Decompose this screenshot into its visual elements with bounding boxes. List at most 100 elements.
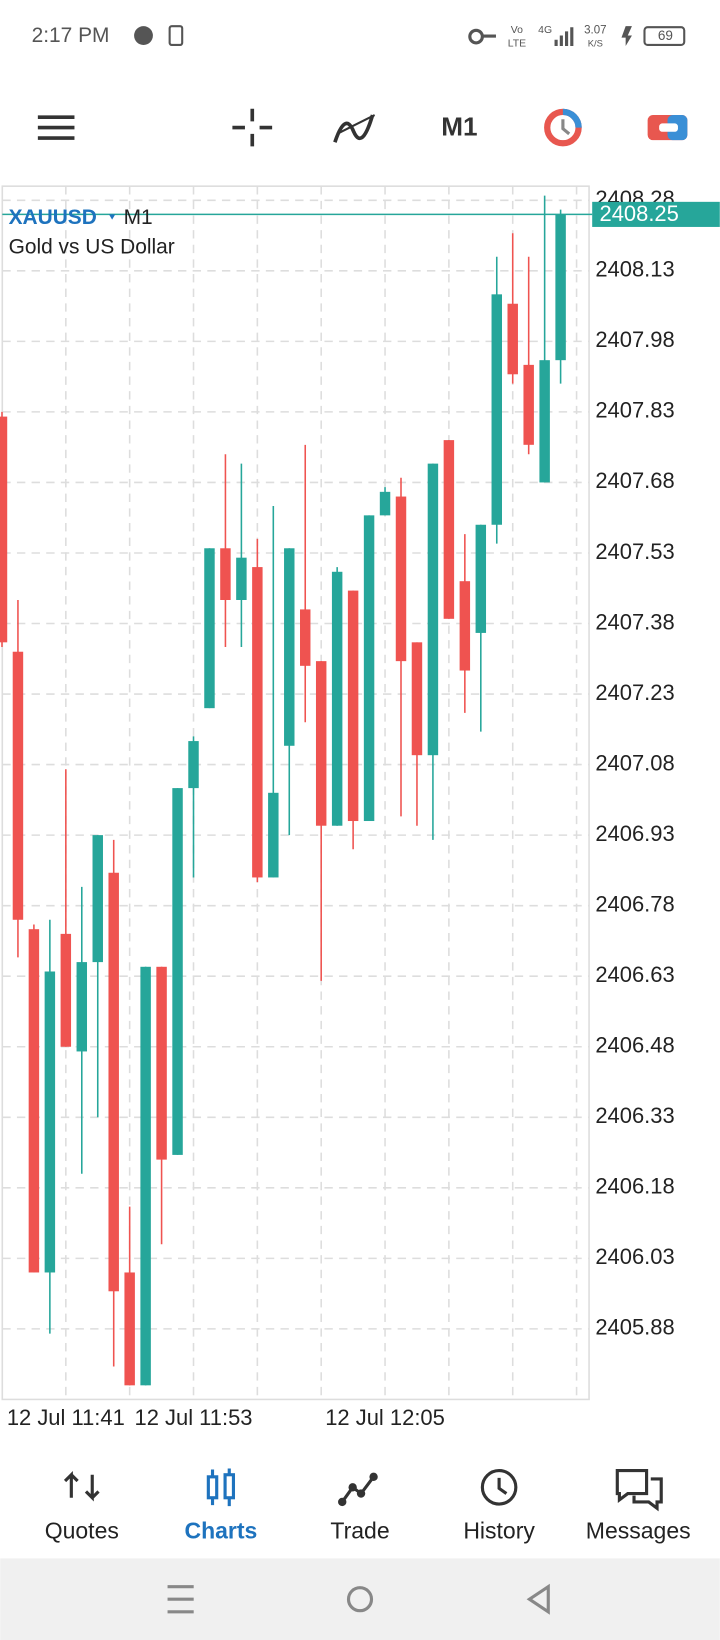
speed-text: K/S [588,37,603,48]
y-tick-label: 2405.88 [595,1315,674,1340]
messages-icon[interactable] [615,1468,663,1512]
toolbar: M1 [37,108,688,147]
history-icon[interactable] [480,1468,518,1506]
candle-body [491,294,502,525]
candle-body [284,548,295,746]
trade-icon[interactable] [340,1475,375,1503]
y-tick-label: 2406.48 [595,1033,674,1058]
recents-button[interactable] [167,1585,194,1614]
quotes-icon[interactable] [63,1470,100,1502]
status-time: 2:17 PM [32,24,110,47]
back-button[interactable] [526,1583,550,1615]
nav-label[interactable]: Quotes [45,1517,119,1543]
candle-body [507,303,518,375]
candle-body [140,966,151,1386]
network-type: 4G [538,25,552,36]
history-icon[interactable] [497,1477,508,1495]
y-tick-label: 2406.03 [595,1244,674,1269]
symbol-dropdown[interactable] [108,214,116,220]
nav-label[interactable]: Trade [330,1517,389,1543]
key-icon [468,28,484,45]
volte-text: Vo [511,25,523,36]
battery-level: 69 [658,28,673,43]
candle-body [268,792,279,878]
nav-label[interactable]: Messages [586,1517,691,1543]
indicators-button[interactable] [336,114,376,135]
candle-body [555,214,566,361]
y-tick-label: 2406.33 [595,1103,674,1128]
chart-timeframe: M1 [124,206,153,229]
charging-icon [621,26,632,47]
y-tick-label: 2407.68 [595,468,674,493]
candle-body [124,1272,135,1386]
candle-body [459,581,471,671]
charts-icon[interactable] [206,1468,236,1507]
y-tick-label: 2407.98 [595,327,674,352]
candle-body [188,741,199,789]
nav-label[interactable]: History [463,1517,535,1543]
candle-body [363,515,375,822]
y-tick-label: 2407.83 [595,398,674,423]
objects-button[interactable] [561,119,571,136]
candle-body [108,872,119,1292]
y-tick-label: 2408.13 [595,257,674,282]
bottom-nav [63,1468,663,1512]
y-tick-label: 2406.63 [595,962,674,987]
y-tick-label: 2407.23 [595,680,674,705]
candle-body [28,929,40,1273]
telegram-icon [134,26,153,45]
candle-body [204,548,215,709]
candle-body [44,971,56,1273]
candle-body [347,590,359,822]
candle-body [475,524,487,633]
candle-body [523,364,534,445]
candle-body [411,642,423,756]
candle-body [443,440,455,619]
candle-body [220,548,231,601]
home-button[interactable] [346,1586,374,1613]
candle-body [315,661,327,826]
indicators-button[interactable] [333,114,375,143]
trade-toggle[interactable] [659,123,678,132]
candle-body [331,571,343,826]
candle-body [236,557,247,601]
y-tick-label: 2406.93 [595,821,674,846]
x-tick-label: 12 Jul 11:53 [135,1405,253,1430]
key-icon [481,34,496,38]
candle-body [252,567,263,878]
last-price-box [592,201,720,227]
objects-button[interactable] [562,108,582,128]
candle-body [395,496,407,662]
candle-body [92,835,103,963]
x-tick-label: 12 Jul 11:41 [7,1405,125,1430]
symbol[interactable]: XAUUSD [9,206,97,229]
speed-text: 3.07 [584,24,606,36]
candle-body [427,463,439,756]
timeframe-button[interactable]: M1 [441,112,477,142]
download-icon [168,25,184,47]
trade-icon[interactable] [338,1472,378,1507]
candle-body [539,360,550,483]
candle-body [60,933,72,1047]
symbol-description: Gold vs US Dollar [9,235,175,258]
system-nav [0,1558,720,1640]
candle-body [172,788,183,1155]
y-tick-label: 2406.78 [595,891,674,916]
candle-body [300,609,311,666]
candle-body [379,491,391,516]
candle-body [12,651,24,920]
volte-text: LTE [508,39,526,50]
crosshair-button[interactable] [232,108,273,147]
x-tick-label: 12 Jul 12:05 [325,1405,445,1430]
y-tick-label: 2407.08 [595,750,674,775]
candle-body [156,966,167,1160]
menu-button[interactable] [37,115,75,140]
last-price-label: 2408.25 [600,201,679,226]
plot-frame [1,185,590,1401]
status-bar: 2:17 PM Vo LTE 4G 3.07 K/S 69 [32,24,686,50]
y-tick-label: 2406.18 [595,1174,674,1199]
candle-body [0,416,8,643]
nav-label[interactable]: Charts [184,1517,257,1543]
